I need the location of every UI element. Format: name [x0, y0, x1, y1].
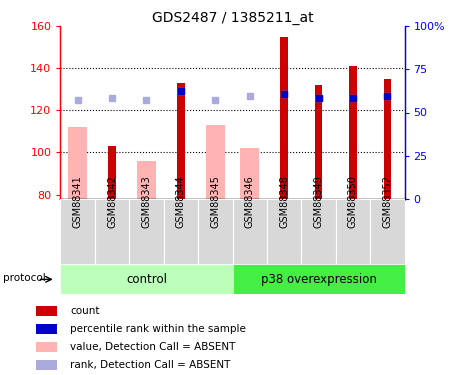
Bar — [384, 79, 391, 199]
Bar — [315, 85, 322, 199]
Bar — [267, 199, 301, 264]
Bar — [206, 125, 225, 199]
Bar — [36, 342, 58, 352]
Text: count: count — [70, 306, 100, 316]
Text: value, Detection Call = ABSENT: value, Detection Call = ABSENT — [70, 342, 236, 352]
Bar — [370, 199, 405, 264]
Text: GSM88342: GSM88342 — [107, 176, 117, 228]
Text: GSM88341: GSM88341 — [73, 176, 83, 228]
Bar — [36, 306, 58, 316]
Bar — [232, 199, 267, 264]
Text: GSM88352: GSM88352 — [382, 175, 392, 228]
Bar — [240, 148, 259, 199]
Bar — [164, 199, 198, 264]
Text: GSM88349: GSM88349 — [313, 176, 324, 228]
Text: protocol: protocol — [3, 273, 46, 283]
Bar — [36, 360, 58, 370]
Bar — [60, 264, 232, 294]
Text: GSM88343: GSM88343 — [141, 176, 152, 228]
Bar — [336, 199, 370, 264]
Text: GSM88345: GSM88345 — [210, 176, 220, 228]
Text: p38 overexpression: p38 overexpression — [260, 273, 377, 286]
Bar — [198, 199, 232, 264]
Bar — [177, 83, 185, 199]
Bar — [95, 199, 129, 264]
Bar — [108, 146, 116, 199]
Title: GDS2487 / 1385211_at: GDS2487 / 1385211_at — [152, 11, 313, 25]
Bar — [301, 199, 336, 264]
Text: GSM88348: GSM88348 — [279, 176, 289, 228]
Bar — [129, 199, 164, 264]
Bar — [349, 66, 357, 199]
Text: control: control — [126, 273, 167, 286]
Text: rank, Detection Call = ABSENT: rank, Detection Call = ABSENT — [70, 360, 231, 370]
Text: GSM88350: GSM88350 — [348, 176, 358, 228]
Bar — [137, 161, 156, 199]
Text: GSM88344: GSM88344 — [176, 176, 186, 228]
Text: GSM88346: GSM88346 — [245, 176, 255, 228]
Bar — [232, 264, 405, 294]
Bar — [280, 37, 288, 199]
Bar — [36, 324, 58, 334]
Bar — [60, 199, 95, 264]
Text: percentile rank within the sample: percentile rank within the sample — [70, 324, 246, 334]
Bar — [68, 127, 87, 199]
